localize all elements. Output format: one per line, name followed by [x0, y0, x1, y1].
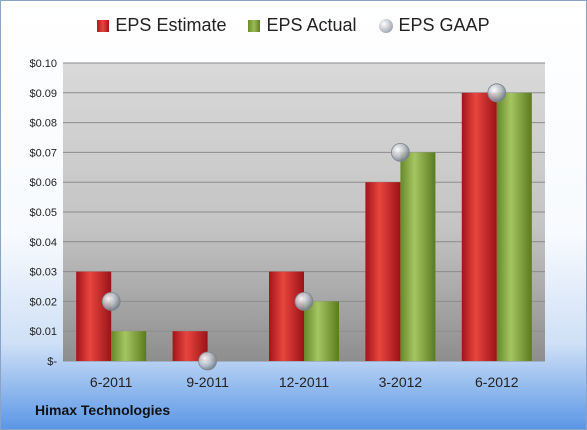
y-tick-label: $0.04	[29, 237, 57, 249]
y-tick-label: $0.06	[29, 177, 57, 189]
y-tick-label: $0.01	[29, 326, 57, 338]
legend-label-gaap: EPS GAAP	[398, 15, 490, 35]
x-tick-label: 9-2011	[186, 374, 229, 390]
bar-actual	[400, 152, 436, 361]
legend-swatch-gaap	[378, 18, 393, 33]
gaap-marker	[101, 291, 121, 311]
gaap-markers	[101, 83, 507, 371]
legend-label-estimate: EPS Estimate	[115, 15, 227, 35]
legend-item-gaap: EPS GAAP	[378, 15, 490, 36]
y-tick-label: $-	[47, 356, 57, 368]
bar-estimate	[76, 271, 112, 361]
gaap-marker	[198, 351, 218, 371]
y-tick-label: $0.10	[29, 58, 57, 70]
gaap-marker	[487, 83, 507, 103]
bar-actual	[111, 331, 147, 361]
x-tick-label: 3-2012	[379, 374, 423, 390]
y-tick-label: $0.08	[29, 118, 57, 130]
bar-estimate	[461, 92, 497, 362]
y-axis: $- $0.01 $0.02 $0.03 $0.04 $0.05 $0.06 $0.07 $0.…	[29, 58, 57, 368]
x-tick-label: 12-2011	[279, 374, 330, 390]
y-tick-label: $0.03	[29, 267, 57, 279]
bar-actual	[496, 92, 532, 362]
y-tick-label: $0.07	[29, 147, 57, 159]
bar-estimate	[365, 182, 401, 361]
legend: EPS Estimate EPS Actual EPS GAAP	[1, 15, 586, 36]
bar-actual	[304, 301, 339, 361]
y-tick-label: $0.02	[29, 296, 57, 308]
company-name: Himax Technologies	[35, 402, 171, 418]
x-tick-label: 6-2012	[475, 374, 519, 390]
bar-estimate	[269, 271, 304, 361]
y-tick-label: $0.05	[29, 207, 57, 219]
legend-label-actual: EPS Actual	[266, 15, 357, 35]
bars	[76, 92, 532, 362]
legend-swatch-actual	[248, 19, 261, 32]
legend-item-actual: EPS Actual	[248, 15, 357, 36]
x-tick-label: 6-2011	[90, 374, 133, 390]
y-tick-label: $0.09	[29, 88, 57, 100]
gaap-marker	[390, 142, 410, 162]
x-axis: 6-2011 9-2011 12-2011 3-2012 6-2012	[90, 374, 519, 390]
legend-swatch-estimate	[97, 19, 110, 32]
legend-item-estimate: EPS Estimate	[97, 15, 226, 36]
gaap-marker	[294, 291, 314, 311]
